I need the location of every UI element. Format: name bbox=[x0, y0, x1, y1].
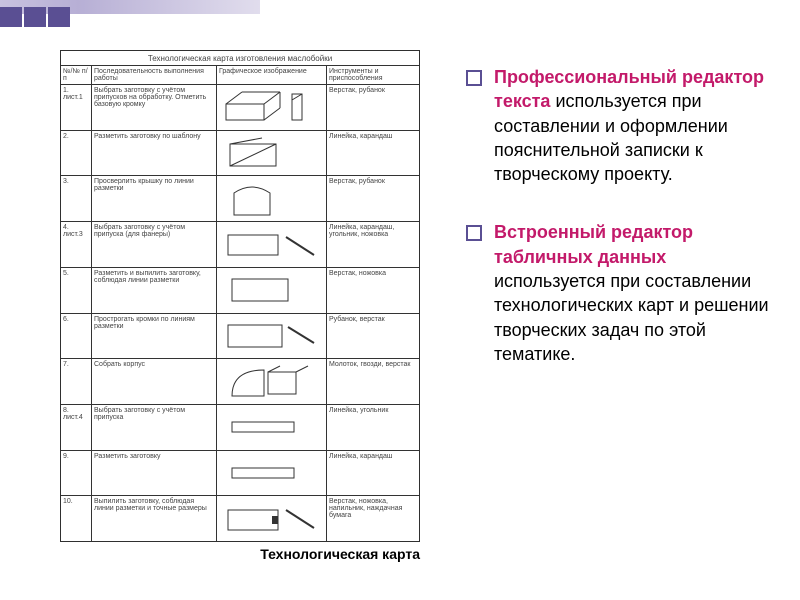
cell-operation: Разметить заготовку bbox=[92, 451, 217, 496]
cell-tools: Верстак, рубанок bbox=[327, 85, 419, 130]
cell-graphic bbox=[217, 131, 327, 176]
right-column: Профессиональный редактор текста использ… bbox=[430, 50, 782, 592]
cell-graphic bbox=[217, 85, 327, 130]
tech-card-document: Технологическая карта изготовления масло… bbox=[60, 50, 420, 542]
table-row: 7.Собрать корпус Молоток, гвозди, верстак bbox=[61, 359, 419, 405]
cell-graphic bbox=[217, 314, 327, 359]
table-row: 5.Разметить и выпилить заготовку, соблюд… bbox=[61, 268, 419, 314]
cell-operation: Разметить заготовку по шаблону bbox=[92, 131, 217, 176]
cell-num: 3. bbox=[61, 176, 92, 221]
doc-rows: 1. лист.1Выбрать заготовку с учётом прип… bbox=[61, 85, 419, 541]
cell-graphic bbox=[217, 222, 327, 267]
table-row: 4. лист.3Выбрать заготовку с учётом прип… bbox=[61, 222, 419, 268]
cell-num: 7. bbox=[61, 359, 92, 404]
cell-tools: Верстак, ножовка, напильник, наждачная б… bbox=[327, 496, 419, 541]
cell-operation: Прострогать кромки по линиям разметки bbox=[92, 314, 217, 359]
decor-block bbox=[48, 7, 70, 27]
cell-tools: Линейка, угольник bbox=[327, 405, 419, 450]
cell-operation: Просверлить крышку по линии разметки bbox=[92, 176, 217, 221]
cell-graphic bbox=[217, 268, 327, 313]
bullet-item: Профессиональный редактор текста использ… bbox=[466, 65, 782, 186]
cell-tools: Молоток, гвозди, верстак bbox=[327, 359, 419, 404]
top-blocks bbox=[0, 7, 70, 27]
hdr-tools: Инструменты и приспособления bbox=[327, 66, 419, 84]
cell-operation: Разметить и выпилить заготовку, соблюдая… bbox=[92, 268, 217, 313]
cell-graphic bbox=[217, 405, 327, 450]
hdr-gfx: Графическое изображение bbox=[217, 66, 327, 84]
cell-num: 8. лист.4 bbox=[61, 405, 92, 450]
table-row: 10.Выпилить заготовку, соблюдая линии ра… bbox=[61, 496, 419, 541]
cell-num: 9. bbox=[61, 451, 92, 496]
square-bullet-icon bbox=[466, 225, 482, 241]
cell-tools: Верстак, ножовка bbox=[327, 268, 419, 313]
cell-operation: Выпилить заготовку, соблюдая линии разме… bbox=[92, 496, 217, 541]
table-row: 9.Разметить заготовку Линейка, карандаш bbox=[61, 451, 419, 497]
cell-operation: Выбрать заготовку с учётом припуска bbox=[92, 405, 217, 450]
hdr-op: Последовательность выполнения работы bbox=[92, 66, 217, 84]
bullet-item: Встроенный редактор табличных данных исп… bbox=[466, 220, 782, 366]
cell-graphic bbox=[217, 359, 327, 404]
doc-title: Технологическая карта изготовления масло… bbox=[61, 51, 419, 66]
doc-caption: Технологическая карта bbox=[60, 546, 420, 562]
cell-graphic bbox=[217, 176, 327, 221]
decor-block bbox=[24, 7, 46, 27]
table-row: 6.Прострогать кромки по линиям разметки Р… bbox=[61, 314, 419, 360]
left-column: Технологическая карта изготовления масло… bbox=[50, 50, 430, 592]
cell-num: 6. bbox=[61, 314, 92, 359]
table-row: 3.Просверлить крышку по линии разметки Ве… bbox=[61, 176, 419, 222]
top-decor-bar bbox=[0, 0, 800, 18]
bullet-rest: используется при составлении технологиче… bbox=[494, 271, 769, 364]
cell-num: 2. bbox=[61, 131, 92, 176]
bullet-highlight: Встроенный редактор табличных данных bbox=[494, 222, 693, 266]
cell-graphic bbox=[217, 496, 327, 541]
bullet-list: Профессиональный редактор текста использ… bbox=[466, 65, 782, 366]
cell-num: 5. bbox=[61, 268, 92, 313]
decor-block bbox=[0, 7, 22, 27]
cell-operation: Выбрать заготовку с учётом припусков на … bbox=[92, 85, 217, 130]
doc-header-row: №/№ п/п Последовательность выполнения ра… bbox=[61, 66, 419, 85]
cell-num: 10. bbox=[61, 496, 92, 541]
bullet-text: Встроенный редактор табличных данных исп… bbox=[494, 220, 782, 366]
slide-body: Технологическая карта изготовления масло… bbox=[0, 18, 800, 600]
cell-operation: Собрать корпус bbox=[92, 359, 217, 404]
hdr-num: №/№ п/п bbox=[61, 66, 92, 84]
table-row: 2.Разметить заготовку по шаблону Линейка,… bbox=[61, 131, 419, 177]
cell-tools: Линейка, карандаш, угольник, ножовка bbox=[327, 222, 419, 267]
cell-tools: Рубанок, верстак bbox=[327, 314, 419, 359]
table-row: 1. лист.1Выбрать заготовку с учётом прип… bbox=[61, 85, 419, 131]
square-bullet-icon bbox=[466, 70, 482, 86]
table-row: 8. лист.4Выбрать заготовку с учётом прип… bbox=[61, 405, 419, 451]
cell-operation: Выбрать заготовку с учётом припуска (для… bbox=[92, 222, 217, 267]
cell-tools: Верстак, рубанок bbox=[327, 176, 419, 221]
cell-tools: Линейка, карандаш bbox=[327, 451, 419, 496]
bullet-text: Профессиональный редактор текста использ… bbox=[494, 65, 782, 186]
cell-tools: Линейка, карандаш bbox=[327, 131, 419, 176]
cell-num: 4. лист.3 bbox=[61, 222, 92, 267]
cell-num: 1. лист.1 bbox=[61, 85, 92, 130]
cell-graphic bbox=[217, 451, 327, 496]
